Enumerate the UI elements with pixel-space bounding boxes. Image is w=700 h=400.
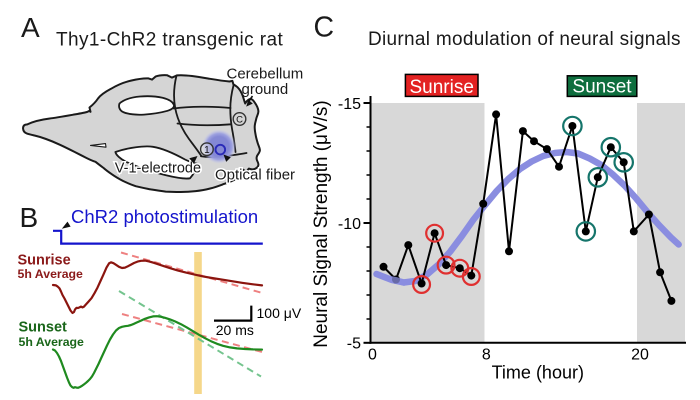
svg-text:Sunset: Sunset (572, 76, 632, 97)
svg-text:C: C (236, 115, 243, 126)
svg-text:5h Average: 5h Average (19, 335, 85, 349)
svg-text:Optical fiber: Optical fiber (215, 167, 295, 184)
svg-text:1: 1 (204, 145, 210, 156)
svg-text:Thy1-ChR2 transgenic rat: Thy1-ChR2 transgenic rat (56, 30, 283, 51)
svg-text:B: B (20, 202, 39, 233)
svg-text:ground: ground (242, 81, 289, 98)
svg-text:Sunrise: Sunrise (18, 252, 71, 268)
svg-text:-15: -15 (338, 96, 361, 113)
svg-text:8: 8 (482, 347, 491, 364)
svg-text:Cerebellum: Cerebellum (227, 65, 304, 82)
svg-text:ChR2 photostimulation: ChR2 photostimulation (71, 206, 258, 227)
svg-text:5h Average: 5h Average (18, 267, 84, 281)
svg-text:A: A (21, 12, 40, 43)
svg-text:Neural Signal Strength (μV/s): Neural Signal Strength (μV/s) (311, 100, 332, 348)
svg-text:0: 0 (368, 347, 377, 364)
svg-text:-10: -10 (338, 216, 361, 233)
svg-text:Diurnal modulation of neural s: Diurnal modulation of neural signals (368, 29, 681, 50)
svg-text:Sunset: Sunset (19, 320, 68, 336)
svg-text:C: C (314, 12, 335, 44)
svg-text:Time (hour): Time (hour) (492, 363, 584, 383)
svg-text:-5: -5 (347, 336, 361, 353)
svg-text:20: 20 (631, 347, 649, 364)
svg-text:V-1-electrode: V-1-electrode (115, 161, 201, 177)
svg-text:100 μV: 100 μV (257, 305, 302, 321)
svg-text:Sunrise: Sunrise (409, 77, 473, 98)
svg-text:20 ms: 20 ms (216, 322, 254, 338)
